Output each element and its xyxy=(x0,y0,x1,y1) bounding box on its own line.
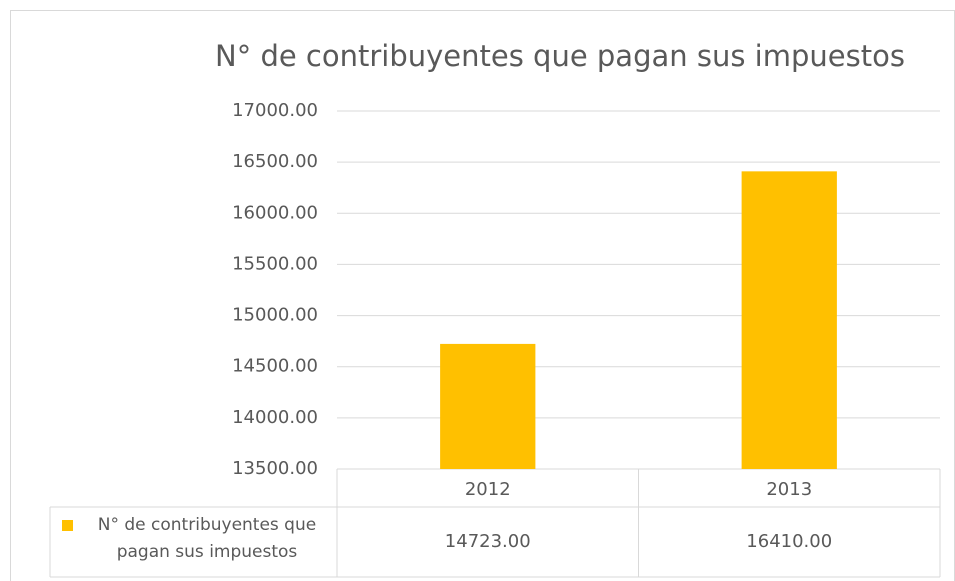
y-tick-label: 17000.00 xyxy=(232,100,318,121)
y-tick-label: 14500.00 xyxy=(232,356,318,377)
legend-marker xyxy=(62,520,73,531)
y-tick-label: 16000.00 xyxy=(232,202,318,223)
bar xyxy=(741,171,837,469)
y-tick-label: 15500.00 xyxy=(232,253,318,274)
y-tick-label: 14000.00 xyxy=(232,407,318,428)
data-table-value: 14723.00 xyxy=(445,531,531,552)
y-tick-label: 16500.00 xyxy=(232,151,318,172)
legend-entry: N° de contribuyentes que pagan sus impue… xyxy=(97,515,317,562)
bar xyxy=(440,343,536,469)
data-table-value: 16410.00 xyxy=(746,531,832,552)
x-tick-label: 2013 xyxy=(766,479,812,500)
x-tick-label: 2012 xyxy=(465,479,511,500)
y-tick-label: 15000.00 xyxy=(232,305,318,326)
y-tick-label: 13500.00 xyxy=(232,458,318,479)
chart-title: N° de contribuyentes que pagan sus impue… xyxy=(215,39,905,73)
